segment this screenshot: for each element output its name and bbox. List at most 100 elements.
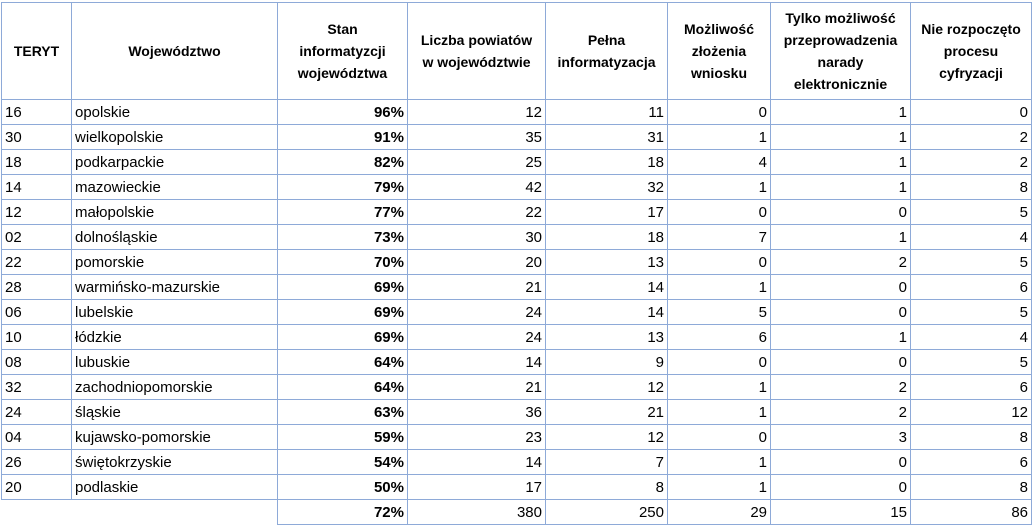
cell: 0 — [770, 474, 911, 500]
cell: 6 — [910, 274, 1032, 300]
cell: 1 — [770, 174, 911, 200]
cell: 11 — [545, 99, 668, 125]
cell: 17 — [545, 199, 668, 225]
cell: 0 — [910, 99, 1032, 125]
cell: 20 — [407, 249, 546, 275]
cell: 24 — [407, 299, 546, 325]
cell: 24 — [1, 399, 72, 425]
total-cell: 380 — [407, 499, 546, 525]
cell: 30 — [407, 224, 546, 250]
cell: podlaskie — [71, 474, 278, 500]
data-row: 24 śląskie 63% 36 21 1 2 12 — [1, 399, 1032, 425]
cell: 0 — [667, 424, 771, 450]
cell: 12 — [545, 424, 668, 450]
header-line: Nie rozpoczęto — [921, 21, 1021, 37]
cell: 0 — [667, 99, 771, 125]
header-line: przeprowadzenia — [783, 32, 898, 48]
cell: 6 — [910, 374, 1032, 400]
cell: 2 — [910, 149, 1032, 175]
header-line: cyfryzacji — [939, 65, 1003, 81]
empty-cell — [71, 499, 278, 525]
header-cell: Stan informatyzcji województwa — [277, 2, 408, 100]
cell: 26 — [1, 449, 72, 475]
cell: 2 — [770, 399, 911, 425]
header-cell: Liczba powiatów w województwie — [407, 2, 546, 100]
cell: 21 — [407, 274, 546, 300]
cell: 64% — [277, 349, 408, 375]
data-row: 06 lubelskie 69% 24 14 5 0 5 — [1, 299, 1032, 325]
cell: 32 — [545, 174, 668, 200]
data-row: 28 warmińsko-mazurskie 69% 21 14 1 0 6 — [1, 274, 1032, 300]
header-line: TERYT — [13, 43, 60, 59]
header-line: narady — [817, 54, 864, 70]
cell: 7 — [667, 224, 771, 250]
cell: 12 — [545, 374, 668, 400]
cell: 5 — [667, 299, 771, 325]
cell: 36 — [407, 399, 546, 425]
cell: 14 — [545, 299, 668, 325]
cell: 0 — [667, 199, 771, 225]
total-cell: 72% — [277, 499, 408, 525]
header-row: TERYT Województwo Stan informatyzcji wojewód… — [1, 2, 1032, 100]
cell: 1 — [770, 224, 911, 250]
cell: kujawsko-pomorskie — [71, 424, 278, 450]
data-row: 16 opolskie 96% 12 11 0 1 0 — [1, 99, 1032, 125]
data-row: 10 łódzkie 69% 24 13 6 1 4 — [1, 324, 1032, 350]
cell: 6 — [667, 324, 771, 350]
cell: 14 — [407, 349, 546, 375]
total-cell: 29 — [667, 499, 771, 525]
cell: 22 — [1, 249, 72, 275]
cell: opolskie — [71, 99, 278, 125]
cell: lubuskie — [71, 349, 278, 375]
header-cell: Tylko możliwość przeprowadzenia narady elek… — [770, 2, 911, 100]
cell: 69% — [277, 324, 408, 350]
header-cell: Nie rozpoczęto procesu cyfryzacji — [910, 2, 1032, 100]
cell: 14 — [545, 274, 668, 300]
cell: 1 — [770, 149, 911, 175]
cell: 23 — [407, 424, 546, 450]
cell: 18 — [1, 149, 72, 175]
cell: 96% — [277, 99, 408, 125]
data-row: 04 kujawsko-pomorskie 59% 23 12 0 3 8 — [1, 424, 1032, 450]
cell: 18 — [545, 149, 668, 175]
total-cell: 86 — [910, 499, 1032, 525]
cell: 08 — [1, 349, 72, 375]
header-line: wniosku — [690, 65, 747, 81]
cell: 28 — [1, 274, 72, 300]
total-cell: 250 — [545, 499, 668, 525]
cell: 77% — [277, 199, 408, 225]
data-row: 32 zachodniopomorskie 64% 21 12 1 2 6 — [1, 374, 1032, 400]
cell: 1 — [770, 324, 911, 350]
cell: 64% — [277, 374, 408, 400]
cell: 63% — [277, 399, 408, 425]
cell: 24 — [407, 324, 546, 350]
header-line: Stan — [327, 21, 358, 37]
cell: 1 — [667, 374, 771, 400]
header-line: informatyzcji — [299, 43, 386, 59]
header-line: informatyzacja — [557, 54, 656, 70]
header-line: w województwie — [422, 54, 531, 70]
cell: małopolskie — [71, 199, 278, 225]
cell: 22 — [407, 199, 546, 225]
cell: 1 — [667, 174, 771, 200]
cell: 18 — [545, 224, 668, 250]
header-line: Tylko możliwość — [785, 10, 896, 26]
header-line: Możliwość — [683, 21, 754, 37]
cell: 10 — [1, 324, 72, 350]
cell: 17 — [407, 474, 546, 500]
cell: 0 — [667, 249, 771, 275]
cell: 0 — [770, 274, 911, 300]
cell: 59% — [277, 424, 408, 450]
cell: 42 — [407, 174, 546, 200]
cell: 25 — [407, 149, 546, 175]
cell: 91% — [277, 124, 408, 150]
cell: dolnośląskie — [71, 224, 278, 250]
cell: warmińsko-mazurskie — [71, 274, 278, 300]
header-line: Pełna — [587, 32, 626, 48]
cell: 2 — [910, 124, 1032, 150]
cell: 20 — [1, 474, 72, 500]
cell: 5 — [910, 349, 1032, 375]
cell: 21 — [407, 374, 546, 400]
cell: 12 — [1, 199, 72, 225]
